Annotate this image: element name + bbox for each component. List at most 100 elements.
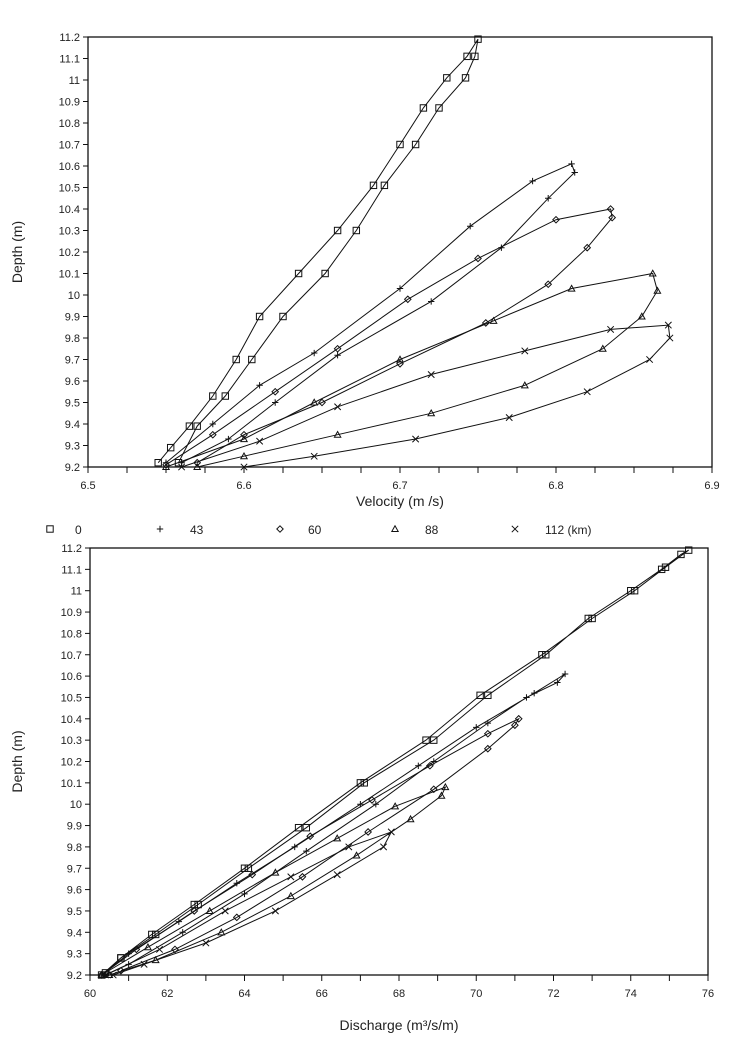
x-tick-label: 6.5 xyxy=(80,480,95,492)
y-tick-label: 10.2 xyxy=(59,247,80,259)
triangle-marker xyxy=(217,928,226,936)
legend-label: 88 xyxy=(425,523,439,537)
square-marker xyxy=(419,104,428,112)
series-112 xyxy=(101,828,395,979)
cross-marker xyxy=(271,907,279,915)
triangle-marker xyxy=(205,906,214,915)
plus-marker xyxy=(241,890,248,898)
triangle-marker xyxy=(406,814,415,823)
diamond-marker xyxy=(544,280,553,289)
triangle-marker xyxy=(520,381,529,389)
triangle-marker xyxy=(239,434,249,443)
cross-marker xyxy=(521,347,529,355)
triangle-marker xyxy=(143,943,152,951)
cross-marker xyxy=(387,828,395,836)
square-marker xyxy=(484,691,492,700)
y-tick-label: 10.6 xyxy=(61,671,82,683)
plus-marker xyxy=(162,459,170,466)
series-88 xyxy=(97,782,450,979)
legend-label: 60 xyxy=(308,523,322,537)
square-marker xyxy=(240,864,249,872)
y-tick-label: 9.9 xyxy=(67,821,82,833)
diamond-marker xyxy=(232,913,241,922)
diamond-marker xyxy=(474,254,482,263)
square-marker xyxy=(630,587,639,595)
plus-marker xyxy=(561,670,569,678)
cross-marker xyxy=(221,907,229,915)
square-marker xyxy=(294,269,303,278)
square-marker xyxy=(244,864,253,872)
y-tick-label: 11 xyxy=(69,75,80,87)
square-marker xyxy=(627,587,635,595)
square-marker xyxy=(209,392,217,400)
series-88 xyxy=(161,269,662,471)
square-marker xyxy=(148,930,156,939)
plus-marker xyxy=(256,382,263,389)
cross-marker xyxy=(607,325,615,333)
diamond-marker xyxy=(171,945,179,954)
cross-marker xyxy=(334,403,342,411)
plus-marker xyxy=(272,399,279,406)
y-tick-label: 10.4 xyxy=(59,204,80,216)
y-tick-label: 10.5 xyxy=(61,692,82,704)
x-tick-label: 6.9 xyxy=(704,480,719,492)
plus-marker xyxy=(530,689,538,697)
diamond-marker xyxy=(298,872,307,881)
square-marker xyxy=(474,35,482,43)
cross-legend-icon xyxy=(511,525,519,533)
legend-label: 43 xyxy=(190,523,204,537)
square-marker xyxy=(435,104,443,112)
diamond-marker xyxy=(132,945,141,954)
x-axis-label: Discharge (m³/s/m) xyxy=(339,1017,458,1033)
diamond-marker xyxy=(425,761,434,770)
square-marker xyxy=(194,900,202,909)
cross-marker xyxy=(310,452,318,460)
triangle-legend-icon xyxy=(390,524,400,533)
discharge-chart: 9.2 9.3 9.4 9.5 9.6 9.7 9.8 9.9 10 10.1 10.2 10.3 10… xyxy=(9,543,714,1033)
legend-label: 0 xyxy=(75,523,82,537)
plus-marker xyxy=(571,169,578,176)
plus-marker xyxy=(179,929,186,936)
y-tick-label: 10.6 xyxy=(59,161,80,173)
plus-marker xyxy=(209,420,216,428)
triangle-marker xyxy=(333,834,342,842)
cross-marker xyxy=(178,463,186,471)
y-tick-label: 9.2 xyxy=(65,462,80,474)
square-marker xyxy=(411,140,420,149)
diamond-legend-icon xyxy=(276,525,284,533)
diamond-marker xyxy=(514,714,523,723)
y-tick-label: 9.5 xyxy=(67,906,82,918)
square-marker xyxy=(356,779,365,787)
diamond-marker xyxy=(481,319,490,327)
plus-marker xyxy=(311,349,318,357)
square-marker xyxy=(255,312,264,321)
cross-marker xyxy=(664,321,672,329)
diamond-marker xyxy=(368,796,376,804)
x-tick-label: 62 xyxy=(161,988,173,1000)
square-marker xyxy=(471,52,479,61)
square-marker xyxy=(443,74,451,82)
cross-marker xyxy=(256,437,264,445)
y-tick-label: 10.7 xyxy=(61,650,82,662)
series-line xyxy=(101,673,566,976)
triangle-marker xyxy=(489,316,498,324)
triangle-marker xyxy=(598,344,607,352)
diamond-marker xyxy=(429,785,438,794)
series-line xyxy=(105,831,393,976)
plus-marker xyxy=(225,435,232,443)
y-tick-label: 10.3 xyxy=(61,735,82,747)
square-marker xyxy=(302,823,311,832)
triangle-marker xyxy=(239,452,249,460)
triangle-marker xyxy=(105,970,114,979)
diamond-marker xyxy=(306,832,315,841)
cross-marker xyxy=(155,945,164,953)
cross-marker xyxy=(412,435,420,443)
plus-marker xyxy=(396,285,404,292)
square-marker xyxy=(232,355,240,364)
square-marker xyxy=(154,459,162,467)
y-tick-label: 10 xyxy=(68,290,80,302)
square-marker xyxy=(333,226,342,235)
y-tick-label: 11.2 xyxy=(61,543,82,555)
series-0 xyxy=(154,35,482,467)
series-line xyxy=(101,549,689,976)
